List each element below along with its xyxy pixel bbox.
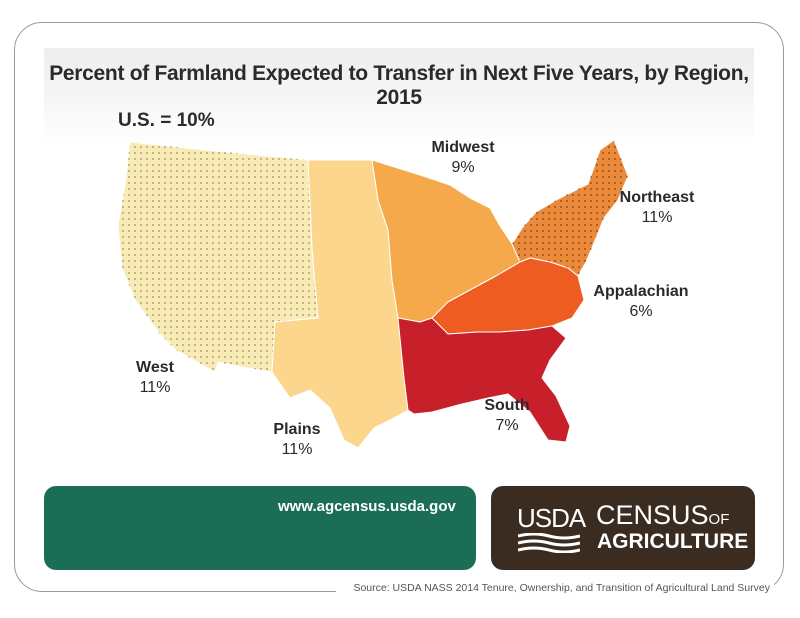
plains-value: 11% — [281, 441, 313, 458]
appalachian-value: 6% — [629, 303, 653, 320]
region-northeast-pattern — [512, 140, 628, 276]
of-word: OF — [708, 511, 730, 528]
west-name: West — [136, 359, 174, 376]
url-banner — [44, 486, 476, 570]
northeast-name: Northeast — [619, 189, 695, 206]
agcensus-link[interactable]: www.agcensus.usda.gov — [278, 498, 456, 515]
west-value: 11% — [139, 379, 171, 396]
midwest-value: 9% — [451, 159, 475, 176]
source-note: Source: USDA NASS 2014 Tenure, Ownership… — [336, 582, 774, 594]
plains-name: Plains — [273, 421, 321, 438]
label-plains: Plains 11% — [262, 420, 332, 460]
census-word: CENSUS — [596, 500, 709, 530]
midwest-name: Midwest — [431, 139, 495, 156]
region-south — [397, 317, 571, 443]
northeast-value: 11% — [641, 209, 673, 226]
usda-logo-text: USDA — [517, 503, 586, 533]
region-west-pattern — [118, 142, 318, 372]
south-name: South — [484, 397, 530, 414]
map-title: Percent of Farmland Expected to Transfer… — [49, 62, 749, 109]
label-west: West 11% — [125, 358, 185, 398]
usda-logo-icon — [518, 533, 580, 553]
census-logo-text: CENSUSOF — [596, 500, 729, 531]
south-value: 7% — [495, 417, 519, 434]
agriculture-logo-text: AGRICULTURE — [597, 530, 749, 553]
label-northeast: Northeast 11% — [612, 188, 702, 228]
label-appalachian: Appalachian 6% — [588, 282, 694, 322]
census-logo-banner — [491, 486, 755, 570]
us-total-label: U.S. = 10% — [118, 110, 215, 131]
appalachian-name: Appalachian — [593, 283, 689, 300]
title-band — [44, 48, 754, 148]
label-midwest: Midwest 9% — [428, 138, 498, 178]
label-south: South 7% — [474, 396, 540, 436]
